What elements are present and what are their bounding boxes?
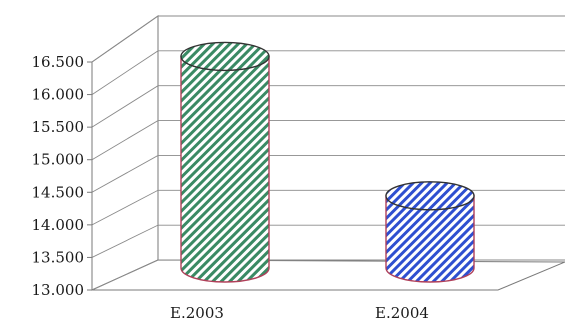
- y-tick-label: 16.000: [32, 86, 85, 104]
- x-axis: E.2003 E.2004: [170, 304, 429, 322]
- gridline: [91, 50, 565, 95]
- bar-E.2004: [385, 181, 475, 283]
- bar-body: [385, 195, 475, 283]
- y-tick-label: 16.500: [32, 53, 85, 71]
- bar-top: [385, 181, 475, 211]
- bar-body: [180, 55, 270, 283]
- x-category-label: E.2003: [170, 304, 224, 322]
- bars: [180, 41, 475, 283]
- gridlines: [91, 15, 565, 291]
- floor: [91, 259, 565, 291]
- bar-top: [180, 41, 270, 72]
- gridline: [91, 189, 565, 226]
- gridline: [91, 120, 565, 161]
- bar-E.2003: [180, 41, 270, 283]
- y-tick-label: 14.000: [32, 216, 85, 234]
- y-tick-label: 15.500: [32, 118, 85, 136]
- gridline: [91, 154, 565, 193]
- x-category-label: E.2004: [375, 304, 429, 322]
- y-tick-label: 15.000: [32, 151, 85, 169]
- gridline: [91, 85, 565, 128]
- y-axis: 13.000 13.500 14.000 14.500 15.000 15.500 16.0…: [32, 53, 93, 299]
- y-tick-label: 13.000: [32, 281, 85, 299]
- y-tick-label: 14.500: [32, 183, 85, 201]
- y-tick-label: 13.500: [32, 248, 85, 266]
- gridline: [91, 224, 565, 258]
- gridline: [91, 15, 565, 63]
- chart-walls: [91, 15, 565, 291]
